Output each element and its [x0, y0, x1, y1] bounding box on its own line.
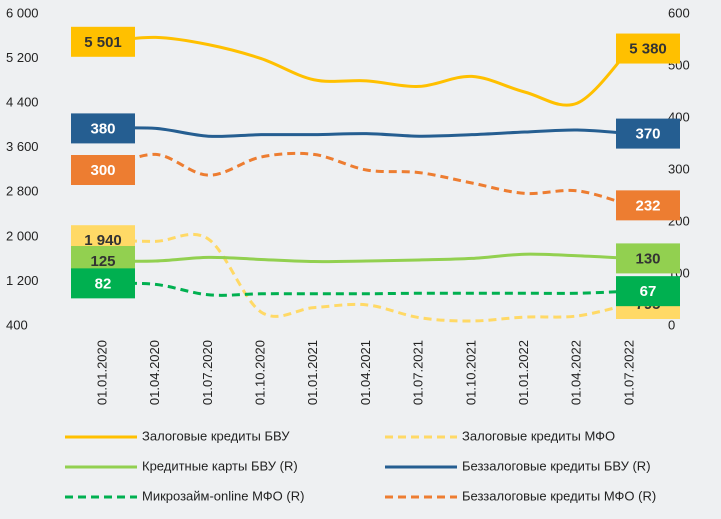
x-tick-label: 01.01.2022 — [516, 340, 531, 405]
y2-tick-label: 600 — [668, 5, 690, 20]
data-label-box — [616, 33, 680, 64]
x-tick-label: 01.07.2021 — [411, 340, 426, 405]
legend-label: Беззалоговые кредиты БВУ (R) — [462, 458, 651, 473]
data-label: 5 501 — [84, 34, 122, 51]
data-label-box — [616, 118, 680, 149]
data-label: 67 — [640, 283, 657, 300]
data-label: 1 940 — [84, 232, 122, 249]
data-label: 380 — [90, 120, 115, 137]
data-label: 300 — [90, 162, 115, 179]
legend-label: Залоговые кредиты МФО — [462, 428, 615, 443]
data-label-box — [71, 113, 135, 144]
data-label-box — [71, 268, 135, 299]
legend-label: Микрозайм-online МФО (R) — [142, 488, 304, 503]
legend-label: Кредитные карты БВУ (R) — [142, 458, 298, 473]
data-label: 5 380 — [629, 41, 667, 58]
series-line — [102, 281, 631, 297]
y-tick-label: 2 800 — [6, 184, 39, 199]
x-tick-label: 01.01.2021 — [305, 340, 320, 405]
x-tick-label: 01.10.2021 — [463, 340, 478, 405]
data-label-box — [71, 155, 135, 185]
y-tick-label: 3 600 — [6, 139, 39, 154]
data-label-box — [616, 276, 680, 307]
data-label-box — [71, 26, 135, 57]
data-label: 232 — [635, 197, 660, 214]
x-tick-label: 01.10.2020 — [253, 340, 268, 405]
data-label-box — [616, 190, 680, 221]
y-tick-label: 2 000 — [6, 228, 39, 243]
x-tick-label: 01.01.2020 — [94, 340, 109, 405]
x-tick-label: 01.04.2022 — [569, 340, 584, 405]
data-label-box — [616, 243, 680, 274]
legend-label: Залоговые кредиты БВУ — [142, 428, 290, 443]
x-tick-label: 01.04.2020 — [147, 340, 162, 405]
y-tick-label: 1 200 — [6, 273, 39, 288]
data-label: 370 — [635, 126, 660, 143]
series-line — [102, 151, 631, 207]
series-line — [102, 35, 632, 107]
series-line — [102, 252, 631, 264]
y2-tick-label: 300 — [668, 161, 690, 176]
data-label: 82 — [95, 275, 112, 292]
y-tick-label: 5 200 — [6, 50, 39, 65]
y-tick-label: 400 — [6, 317, 28, 332]
x-tick-label: 01.04.2021 — [358, 340, 373, 405]
y2-tick-label: 0 — [668, 317, 675, 332]
series-line — [102, 126, 631, 138]
y-tick-label: 6 000 — [6, 5, 39, 20]
series-line — [102, 232, 631, 323]
data-label: 130 — [635, 250, 660, 267]
y-tick-label: 4 400 — [6, 95, 39, 110]
x-tick-label: 01.07.2022 — [621, 340, 636, 405]
x-tick-label: 01.07.2020 — [200, 340, 215, 405]
legend-label: Беззалоговые кредиты МФО (R) — [462, 488, 656, 503]
data-label: 125 — [90, 253, 115, 270]
